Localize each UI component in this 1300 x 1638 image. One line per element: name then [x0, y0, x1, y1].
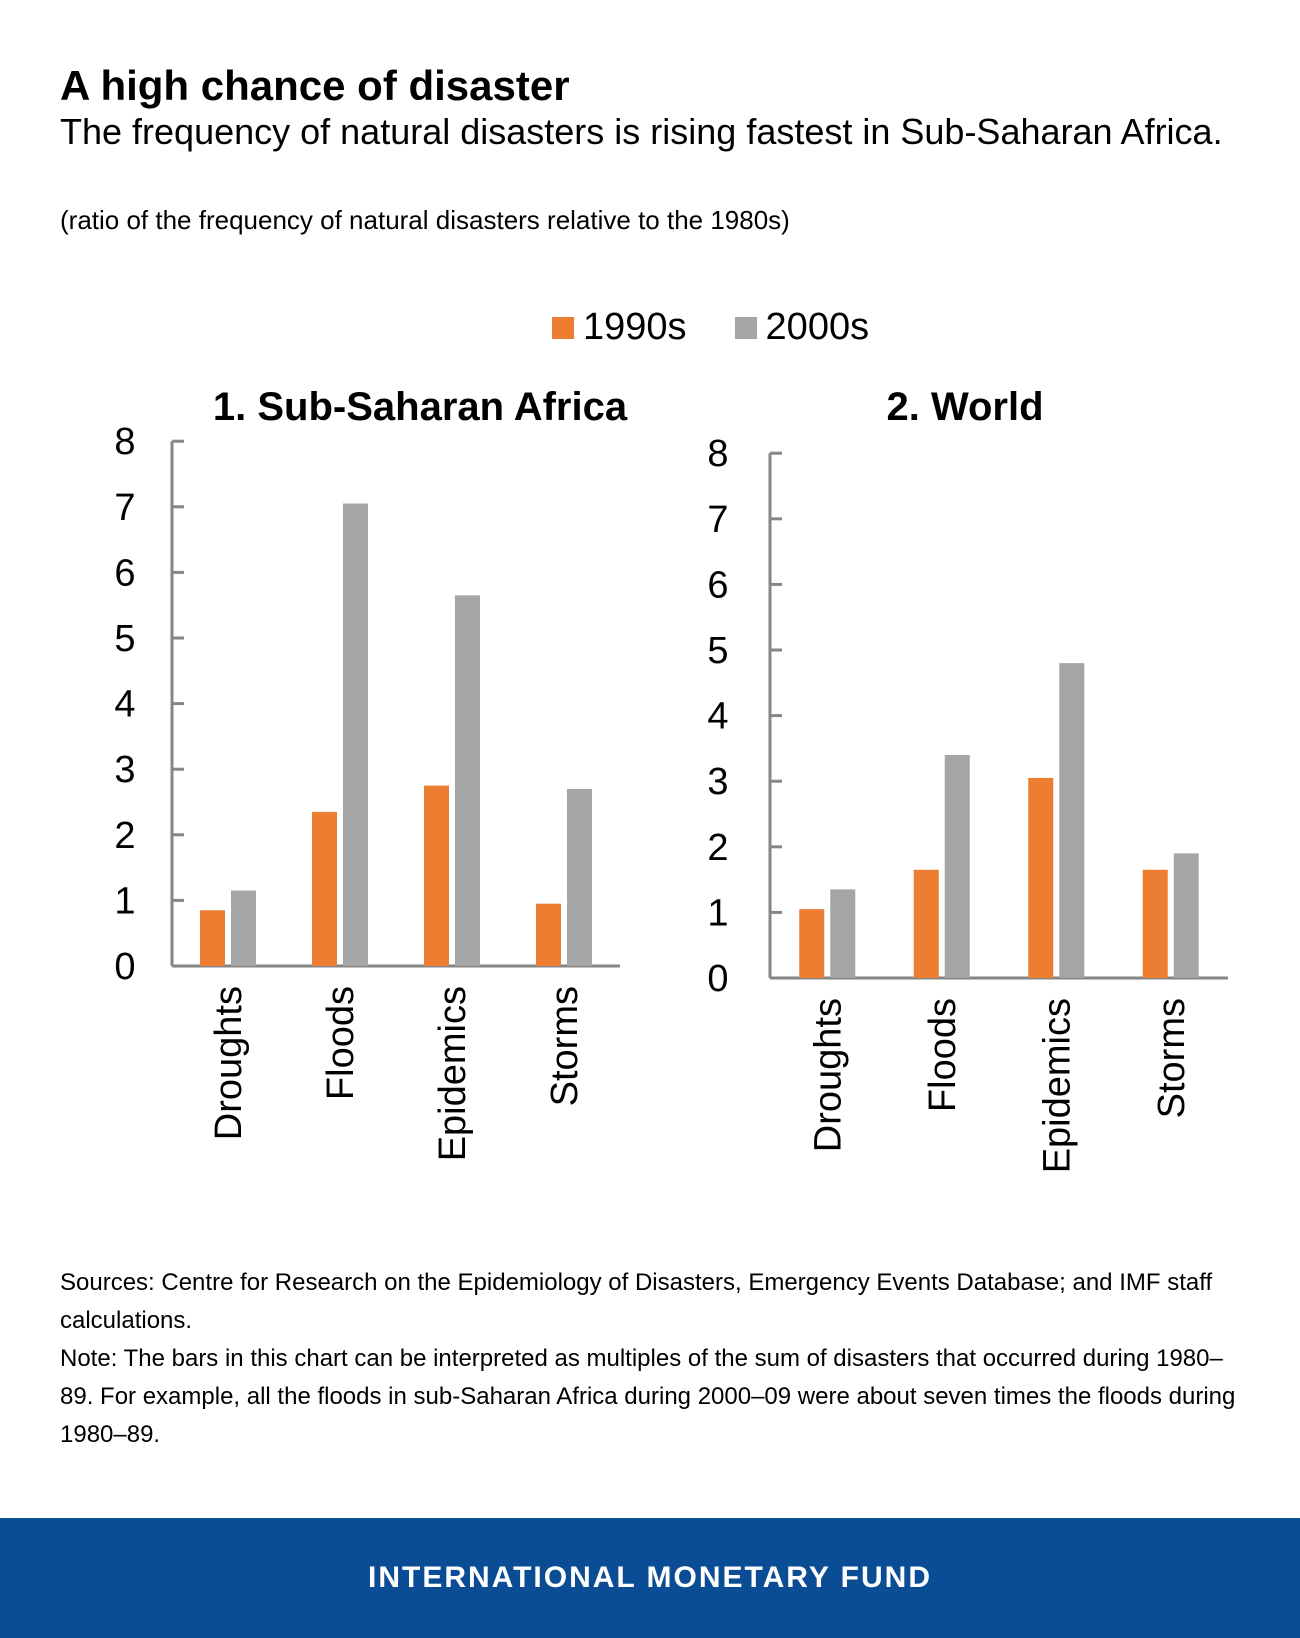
explanatory-note: Note: The bars in this chart can be inte… [60, 1345, 1236, 1448]
footer-banner: INTERNATIONAL MONETARY FUND [0, 1518, 1300, 1638]
y-tick-label-ssa: 2 [114, 815, 135, 857]
footer-org-name: INTERNATIONAL MONETARY FUND [368, 1561, 932, 1594]
legend-swatch-1990s [552, 316, 574, 339]
bar-world-storms-2000s [1173, 853, 1199, 978]
x-category-label-ssa: Epidemics [432, 986, 474, 1161]
legend-item-2000s: 2000s [734, 306, 870, 349]
y-tick-label-ssa: 6 [114, 552, 135, 594]
y-tick-label-world: 3 [707, 761, 728, 803]
bar-world-epidemics-2000s [1059, 663, 1085, 978]
legend-label-2000s: 2000s [765, 306, 870, 348]
x-category-label-ssa: Floods [320, 986, 362, 1100]
y-tick-label-ssa: 3 [114, 749, 135, 791]
sources-note: Sources: Centre for Research on the Epid… [60, 1269, 1213, 1334]
bar-ssa-storms-2000s [567, 788, 592, 966]
y-tick-label-world: 4 [707, 696, 728, 738]
y-tick-label-world: 5 [707, 630, 728, 672]
y-tick-label-ssa: 1 [114, 880, 135, 922]
y-tick-label-world: 0 [707, 958, 728, 1000]
chart-subtitle: The frequency of natural disasters is ri… [60, 111, 1223, 152]
legend-label-1990s: 1990s [583, 306, 687, 348]
x-category-label-ssa: Storms [544, 986, 586, 1106]
y-tick-label-world: 6 [707, 564, 728, 606]
x-category-label-world: Floods [922, 998, 964, 1112]
y-tick-label-world: 1 [707, 892, 728, 934]
legend-swatch-2000s [734, 316, 757, 339]
bar-world-floods-2000s [944, 754, 970, 978]
x-category-label-world: Epidemics [1036, 998, 1078, 1173]
bar-world-epidemics-1990s [1028, 777, 1054, 978]
y-tick-label-ssa: 7 [114, 487, 135, 529]
y-tick-label-ssa: 0 [114, 946, 135, 988]
bar-world-droughts-2000s [830, 889, 856, 978]
legend-item-1990s: 1990s [552, 306, 687, 349]
x-category-label-world: Storms [1151, 998, 1193, 1118]
y-tick-label-world: 7 [707, 499, 728, 541]
panel-title-world: 2. World [886, 385, 1043, 429]
y-tick-label-ssa: 5 [114, 618, 135, 660]
x-category-label-world: Droughts [807, 998, 849, 1152]
legend: 1990s 2000s [552, 306, 917, 349]
panel-title-ssa: 1. Sub-Saharan Africa [213, 385, 628, 429]
bar-ssa-droughts-2000s [231, 890, 256, 966]
bar-ssa-floods-1990s [312, 811, 337, 966]
y-tick-label-ssa: 4 [114, 684, 135, 726]
charts-area: 1. Sub-Saharan Africa 0 1 2 3 4 5 6 7 8 Droughts Fl… [114, 385, 1228, 1173]
y-tick-label-world: 2 [707, 827, 728, 869]
bar-world-storms-1990s [1142, 869, 1168, 978]
bar-ssa-epidemics-2000s [455, 595, 480, 966]
bar-ssa-storms-1990s [536, 903, 561, 966]
bar-ssa-floods-2000s [343, 503, 368, 966]
x-category-label-ssa: Droughts [208, 986, 250, 1140]
bar-world-droughts-1990s [799, 909, 825, 978]
units-note: (ratio of the frequency of natural disas… [60, 205, 790, 235]
bar-world-floods-1990s [913, 869, 939, 978]
notes: Sources: Centre for Research on the Epid… [60, 1264, 1240, 1454]
bar-ssa-epidemics-1990s [424, 785, 449, 966]
y-tick-label-world: 8 [707, 433, 728, 475]
bar-ssa-droughts-1990s [200, 910, 225, 966]
chart-title: A high chance of disaster [60, 62, 570, 109]
y-tick-label-ssa: 8 [114, 421, 135, 463]
